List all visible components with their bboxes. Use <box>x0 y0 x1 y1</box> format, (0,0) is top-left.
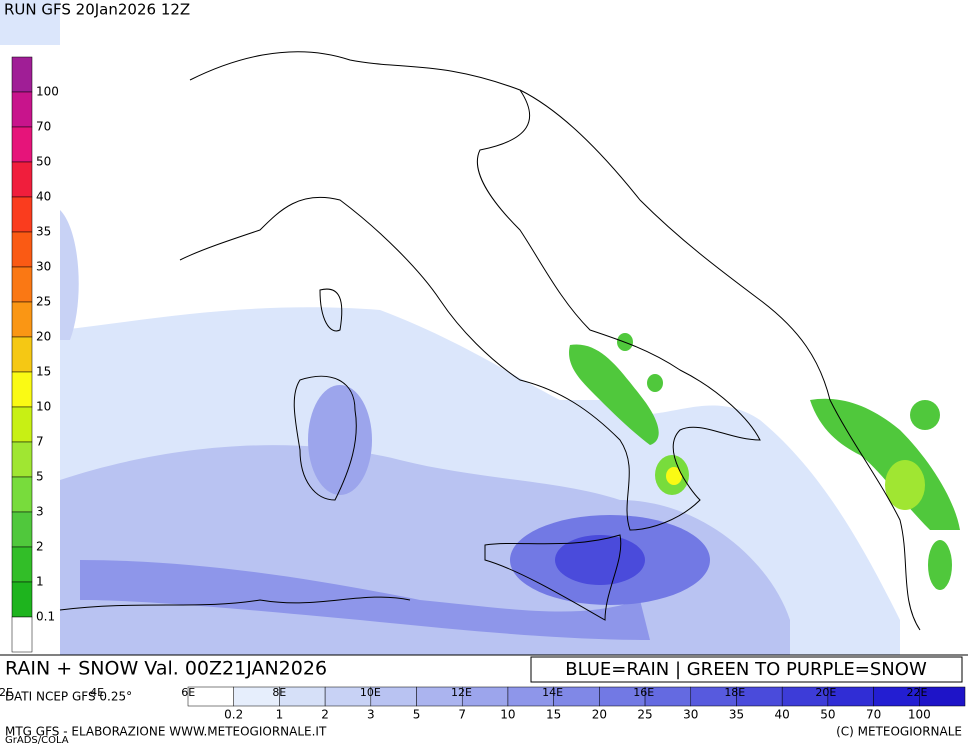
longitude-label: 4E <box>90 686 104 699</box>
coastline <box>293 375 357 501</box>
legend-swatch <box>11 336 33 373</box>
scale-label: 50 <box>820 708 835 722</box>
legend-swatch <box>11 56 33 93</box>
legend-label: 10 <box>36 400 51 414</box>
legend-swatch <box>11 441 33 478</box>
legend-swatch <box>11 616 33 653</box>
legend-label: 5 <box>36 470 44 484</box>
rain-area <box>60 210 79 340</box>
legend-swatch <box>11 581 33 618</box>
longitude-label: 22E <box>907 686 928 699</box>
legend-label: 7 <box>36 435 44 449</box>
snow-area <box>885 460 925 510</box>
software: GrADS/COLA <box>5 735 69 745</box>
scale-label: 100 <box>908 708 931 722</box>
legend-swatch <box>11 406 33 443</box>
legend-swatch <box>11 126 33 163</box>
longitude-label: 16E <box>633 686 654 699</box>
legend-label: 30 <box>36 260 51 274</box>
coastline <box>319 288 343 332</box>
scale-label: 40 <box>775 708 790 722</box>
rain-area <box>80 560 650 640</box>
copyright: (C) METEOGIORNALE <box>836 725 962 739</box>
field-title: RAIN + SNOW Val. 00Z21JAN2026 <box>5 658 327 680</box>
legend-swatch <box>11 91 33 128</box>
longitude-label: 12E <box>451 686 472 699</box>
legend-swatch <box>11 196 33 233</box>
key-box <box>530 656 963 683</box>
legend-label: 2 <box>36 540 44 554</box>
legend-label: 15 <box>36 365 51 379</box>
legend-label: 40 <box>36 190 51 204</box>
longitude-label: 20E <box>815 686 836 699</box>
legend-label: 50 <box>36 155 51 169</box>
scale-label: 70 <box>866 708 881 722</box>
longitude-label: 6E <box>181 686 195 699</box>
scale-label: 25 <box>637 708 652 722</box>
legend-label: 3 <box>36 505 44 519</box>
coastline <box>829 399 921 631</box>
legend-swatch <box>11 231 33 268</box>
credit: MTG GFS - ELABORAZIONE WWW.METEOGIORNALE… <box>5 725 327 739</box>
scale-label: 30 <box>683 708 698 722</box>
legend-swatch <box>11 371 33 408</box>
coastline <box>484 534 622 621</box>
snow-area <box>647 374 663 392</box>
run-title: RUN GFS 20Jan2026 12Z <box>4 1 190 19</box>
source: DATI NCEP GFS 0.25° <box>5 690 132 704</box>
legend-label: 35 <box>36 225 51 239</box>
scale-swatch <box>919 686 966 707</box>
scale-label: 7 <box>458 708 466 722</box>
legend-label: 20 <box>36 330 51 344</box>
snow-area <box>569 344 659 445</box>
snow-area <box>910 400 940 430</box>
scale-label: 2 <box>321 708 329 722</box>
legend-swatch <box>11 266 33 303</box>
scale-label: 3 <box>367 708 375 722</box>
rain-area <box>0 0 60 45</box>
scale-label: 10 <box>500 708 515 722</box>
longitude-label: 18E <box>724 686 745 699</box>
coastlines <box>59 51 921 631</box>
scale-label: 15 <box>546 708 561 722</box>
legend-label: 100 <box>36 85 59 99</box>
rain-area <box>555 535 645 585</box>
longitude-label: 14E <box>542 686 563 699</box>
scale-label: 5 <box>413 708 421 722</box>
snow-area <box>928 540 952 590</box>
legend-label: 0.1 <box>36 610 55 624</box>
legend-swatch <box>11 476 33 513</box>
coastline <box>519 89 831 401</box>
scale-label: 1 <box>276 708 284 722</box>
legend-swatch <box>11 161 33 198</box>
snow-area <box>666 467 682 485</box>
longitude-label: 2E <box>0 686 13 699</box>
legend-swatch <box>11 546 33 583</box>
coastline <box>179 51 761 531</box>
legend-swatch <box>11 301 33 338</box>
legend-label: 70 <box>36 120 51 134</box>
legend-label: 25 <box>36 295 51 309</box>
key-text: BLUE=RAIN | GREEN TO PURPLE=SNOW <box>565 659 927 680</box>
longitude-label: 10E <box>360 686 381 699</box>
legend-swatch <box>11 511 33 548</box>
coastline <box>59 596 411 611</box>
scale-label: 20 <box>592 708 607 722</box>
rain-area <box>308 385 372 495</box>
scale-label: 0.2 <box>224 708 243 722</box>
scale-label: 35 <box>729 708 744 722</box>
vertical-legend: 100 70 50 40 35 30 25 20 15 10 7 5 3 2 1 0.1 <box>11 56 59 653</box>
legend-label: 1 <box>36 575 44 589</box>
longitude-label: 8E <box>272 686 286 699</box>
